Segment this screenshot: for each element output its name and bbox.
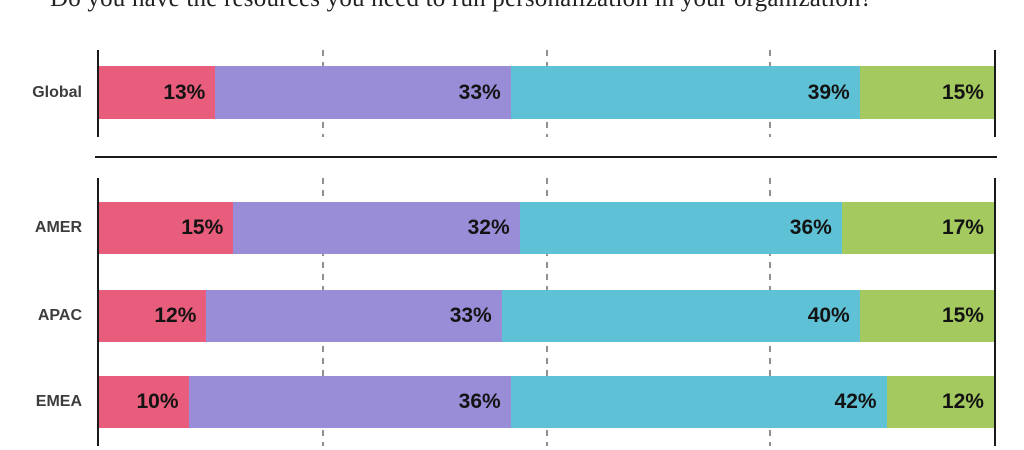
value-label: 32% (467, 216, 510, 239)
green-segment-global: 15% (859, 66, 994, 119)
section-separator-line (95, 156, 997, 158)
purple-segment-emea: 36% (188, 376, 511, 428)
value-label: 12% (941, 390, 984, 413)
chart-title: Do you have the resources you need to ru… (50, 0, 1010, 13)
value-label: 10% (136, 390, 179, 413)
value-label: 12% (154, 304, 197, 327)
purple-segment-global: 33% (215, 66, 511, 119)
pink-segment-global: 13% (99, 66, 216, 119)
pink-segment-apac: 12% (99, 290, 207, 342)
value-label: 36% (458, 390, 501, 413)
teal-segment-amer: 36% (519, 202, 842, 254)
row-label-emea: EMEA (35, 393, 82, 410)
pink-segment-emea: 10% (99, 376, 189, 428)
value-label: 40% (807, 304, 850, 327)
global-section-plot-area: Global 13% 33% 39% 15% (32, 50, 996, 137)
bar-row-global: Global 13% 33% 39% 15% (32, 66, 994, 119)
green-segment-emea: 12% (886, 376, 994, 428)
teal-segment-emea: 42% (510, 376, 887, 428)
regions-section-plot-area: AMER 15% 32% 36% 17% APAC 12% 33% 40% 15% EMEA 10% 3… (35, 178, 996, 446)
value-label: 42% (834, 390, 877, 413)
purple-segment-apac: 33% (206, 290, 502, 342)
bar-row-amer: AMER 15% 32% 36% 17% (35, 202, 994, 254)
value-label: 13% (163, 80, 206, 104)
row-label-apac: APAC (37, 307, 82, 324)
value-label: 15% (941, 80, 984, 104)
purple-segment-amer: 32% (233, 202, 520, 254)
teal-segment-apac: 40% (501, 290, 860, 342)
value-label: 33% (449, 304, 492, 327)
row-label-global: Global (32, 83, 82, 101)
value-label: 33% (458, 80, 501, 104)
green-segment-amer: 17% (841, 202, 994, 254)
bar-row-apac: APAC 12% 33% 40% 15% (38, 290, 994, 342)
value-label: 15% (181, 216, 224, 239)
value-label: 17% (941, 216, 984, 239)
green-segment-apac: 15% (859, 290, 994, 342)
pink-segment-amer: 15% (99, 202, 234, 254)
value-label: 15% (941, 304, 984, 327)
value-label: 36% (789, 216, 832, 239)
bar-row-emea: EMEA 10% 36% 42% 12% (36, 376, 994, 428)
value-label: 39% (807, 80, 850, 104)
row-label-amer: AMER (34, 219, 82, 236)
teal-segment-global: 39% (510, 66, 860, 119)
